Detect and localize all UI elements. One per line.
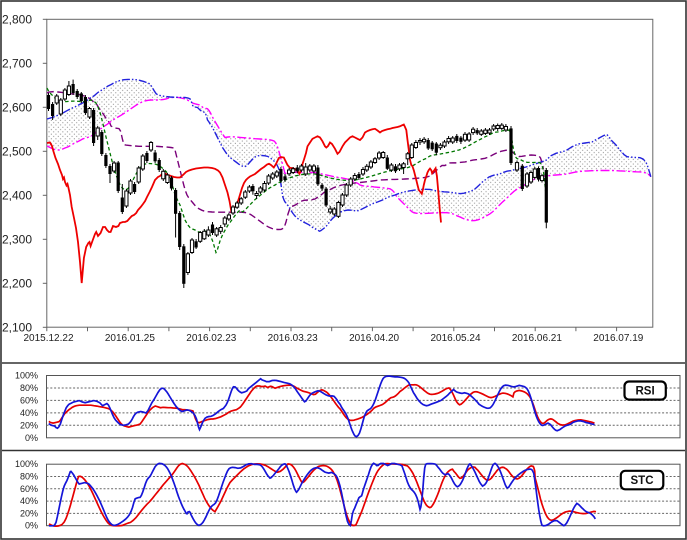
svg-text:80%: 80%	[20, 383, 38, 393]
svg-text:2,700: 2,700	[2, 56, 32, 70]
svg-text:2,500: 2,500	[2, 144, 32, 158]
svg-text:2,600: 2,600	[2, 100, 32, 114]
svg-text:20%: 20%	[20, 420, 38, 430]
svg-text:40%: 40%	[20, 408, 38, 418]
svg-text:2016.07.19: 2016.07.19	[593, 333, 643, 344]
svg-text:2016.04.20: 2016.04.20	[349, 333, 399, 344]
svg-text:40%: 40%	[20, 496, 38, 506]
svg-text:2016.02.23: 2016.02.23	[186, 333, 236, 344]
svg-text:2015.12.22: 2015.12.22	[23, 333, 73, 344]
svg-text:STC: STC	[631, 475, 654, 487]
svg-text:0%: 0%	[25, 521, 38, 531]
svg-text:60%: 60%	[20, 395, 38, 405]
svg-text:100%: 100%	[15, 459, 38, 469]
svg-text:2,100: 2,100	[2, 320, 32, 334]
svg-text:2,800: 2,800	[2, 12, 32, 26]
svg-text:60%: 60%	[20, 484, 38, 494]
svg-text:RSI: RSI	[636, 386, 655, 398]
svg-text:20%: 20%	[20, 508, 38, 518]
svg-text:2,200: 2,200	[2, 276, 32, 290]
svg-text:2,300: 2,300	[2, 232, 32, 246]
svg-text:2016.03.23: 2016.03.23	[268, 333, 318, 344]
svg-text:100%: 100%	[15, 371, 38, 381]
svg-text:0%: 0%	[25, 433, 38, 443]
svg-text:2016.01.25: 2016.01.25	[105, 333, 155, 344]
svg-text:2016.05.24: 2016.05.24	[430, 333, 480, 344]
svg-text:2016.06.21: 2016.06.21	[512, 333, 562, 344]
svg-text:80%: 80%	[20, 472, 38, 482]
svg-text:2,400: 2,400	[2, 188, 32, 202]
